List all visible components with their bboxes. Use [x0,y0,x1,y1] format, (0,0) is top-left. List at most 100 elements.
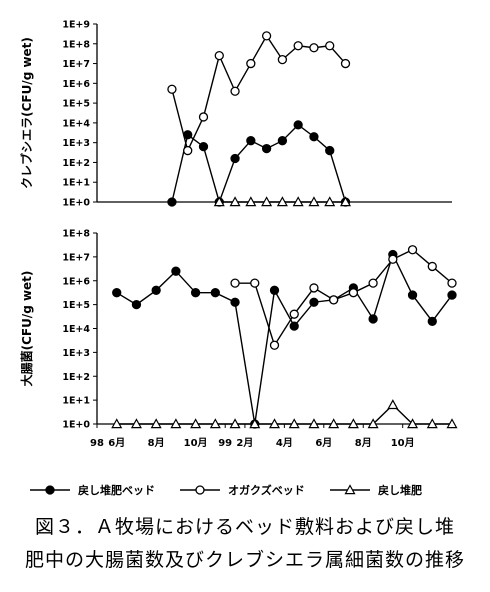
coliform-data-point [328,418,340,429]
klebsiella-data-point [340,58,351,69]
klebsiella-data-point [293,120,303,130]
legend-label: 戻し堆肥ベッド [77,483,155,497]
klebsiella-data-point [230,153,240,164]
coliform-data-point [150,418,162,429]
coliform-x-tick-label: 4月 [276,437,293,449]
legend-item-1: 戻し堆肥ベッド [30,483,155,497]
klebsiella-data-point [277,136,288,146]
coliform-data-point [230,297,240,307]
coliform-x-tick-label: 6月 [108,437,125,449]
klebsiella-y-tick-label: 1E+2 [62,158,90,169]
coliform-x-tick-label: 8月 [355,437,372,449]
coliform-series-2 [230,245,457,350]
coliform-data-point [289,321,299,331]
legend-item-2: オガクズベッド [180,483,305,497]
legend-marker [45,485,55,495]
coliform-data-point [111,418,123,429]
klebsiella-y-tick-label: 1E+0 [62,198,90,209]
coliform-x-tick-label: 98 [90,438,104,449]
klebsiella-y-tick-label: 1E+3 [62,138,90,149]
coliform-x-tick-label: 2月 [236,437,253,449]
coliform-data-point [131,299,142,310]
legend-label: 戻し堆肥 [377,483,422,497]
klebsiella-data-point [261,196,273,207]
klebsiella-data-point [183,145,193,156]
coliform-y-tick-label: 1E+1 [62,396,90,407]
klebsiella-data-point [261,143,272,154]
coliform-data-point [112,288,122,298]
klebsiella-data-point [309,43,319,53]
coliform-y-tick-label: 1E+5 [62,300,90,311]
klebsiella-data-point [324,196,336,207]
legend-item-3: 戻し堆肥 [330,483,422,497]
klebsiella-y-tick-label: 1E+5 [62,99,90,110]
klebsiella-data-point [325,145,335,156]
coliform-x-tick-label: 10月 [184,437,208,449]
caption-line-2: 肥中の大腸菌数及びクレブシエラ属細菌数の推移 [24,549,465,571]
coliform-data-point [427,261,437,272]
coliform-y-tick-label: 1E+7 [62,252,90,263]
klebsiella-data-point [245,196,257,207]
klebsiella-data-point [230,86,240,96]
coliform-data-point [269,285,280,295]
coliform-y-tick-label: 1E+0 [62,420,90,431]
coliform-y-axis-label: 大腸菌(CFU/g wet) [19,271,34,387]
klebsiella-data-point [308,196,320,207]
coliform-data-point [407,245,418,255]
coliform-data-point [230,278,240,288]
coliform-data-point [447,278,457,288]
coliform-data-point [309,283,319,293]
klebsiella-y-tick-label: 1E+9 [62,20,90,31]
coliform-x-tick-label: 99 [218,438,232,449]
coliform-data-point [388,254,398,264]
coliform-data-point [288,418,300,429]
klebsiella-data-point [167,84,177,94]
coliform-data-point [249,418,261,429]
klebsiella-data-point [198,141,209,152]
coliform-series-line [116,403,452,425]
coliform-y-tick-label: 1E+4 [62,324,90,335]
klebsiella-data-point [293,41,303,51]
coliform-data-point [368,314,378,324]
klebsiella-series-3 [213,196,352,207]
coliform-data-point [347,418,359,429]
klebsiella-data-point [167,197,177,207]
coliform-data-point [289,309,299,319]
klebsiella-series-2 [167,31,351,156]
klebsiella-data-point [277,54,288,65]
coliform-data-point [407,290,418,300]
coliform-series-line [116,252,453,425]
coliform-data-point [446,418,458,429]
coliform-data-point [170,418,182,429]
klebsiella-y-axis-label: クレブシエラ(CFU/g wet) [19,37,34,189]
coliform-data-point [269,340,280,350]
klebsiella-data-point [246,136,256,146]
klebsiella-data-point [229,196,241,207]
coliform-y-tick-label: 1E+2 [62,372,90,383]
coliform-data-point [171,266,181,276]
klebsiella-y-tick-label: 1E+6 [62,79,90,90]
klebsiella-data-point [325,41,335,51]
klebsiella-data-point [339,196,352,207]
coliform-series-1 [112,249,457,429]
klebsiella-y-tick-label: 1E+1 [62,178,90,189]
coliform-x-tick-label: 6月 [315,437,332,449]
coliform-y-tick-label: 1E+6 [62,276,90,287]
coliform-data-point [250,278,260,288]
coliform-data-point [407,418,419,429]
coliform-data-point [329,295,339,305]
klebsiella-data-point [213,196,225,207]
coliform-data-point [209,418,221,429]
coliform-data-point [210,288,220,298]
coliform-y-tick-label: 1E+8 [62,229,90,240]
coliform-chart: 1E+0 1E+1 1E+2 1E+3 1E+4 1E+5 1E+6 1E+7 1E+8 大腸菌(… [19,229,458,449]
klebsiella-data-point [261,31,272,41]
coliform-data-point [151,285,161,295]
coliform-data-point [229,418,241,429]
klebsiella-chart: 1E+0 1E+1 1E+2 1E+3 1E+4 1E+5 1E+6 1E+7 1E+8 1E+9… [19,20,452,209]
coliform-data-point [190,288,201,298]
klebsiella-data-point [214,50,224,61]
coliform-y-tick-label: 1E+3 [62,348,90,359]
coliform-series-line [235,248,453,347]
legend-marker [344,484,356,495]
